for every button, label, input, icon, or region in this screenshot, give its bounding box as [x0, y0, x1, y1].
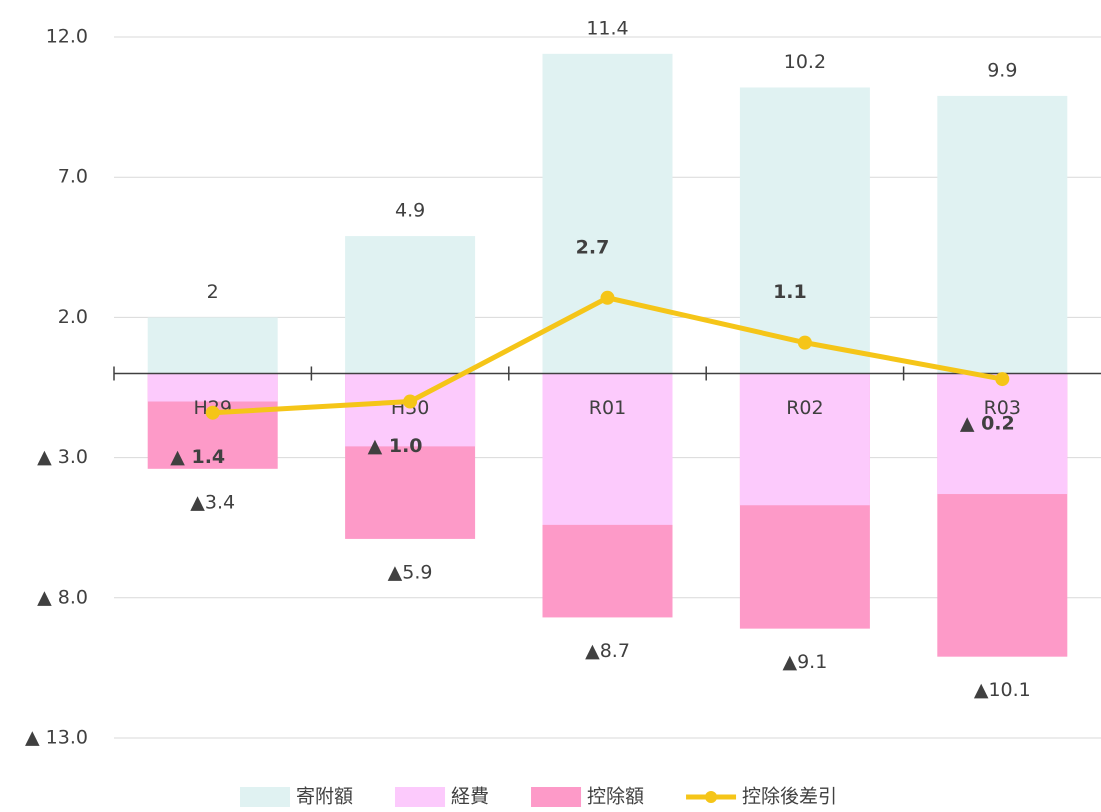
y-tick-label: 2.0	[58, 306, 88, 328]
bar	[937, 95, 1068, 374]
data-label: 2	[207, 281, 219, 303]
data-label: 9.9	[987, 59, 1017, 81]
y-tick-label: ▲ 8.0	[37, 586, 88, 608]
line-point	[205, 405, 220, 420]
data-label: ▲10.1	[974, 679, 1031, 701]
data-label: 10.2	[784, 51, 826, 73]
bar	[542, 373, 673, 525]
y-tick-label: ▲ 3.0	[37, 446, 88, 468]
line-label: ▲ 1.0	[368, 435, 423, 457]
legend-label: 控除後差引	[742, 786, 837, 808]
x-tick-label: R01	[589, 397, 626, 419]
legend-label: 寄附額	[296, 786, 353, 808]
x-tick-label: R03	[984, 397, 1021, 419]
legend-label: 経費	[451, 786, 489, 808]
legend-label: 控除額	[587, 786, 644, 808]
x-tick-label: R02	[786, 397, 823, 419]
bar	[147, 373, 278, 402]
line-point	[797, 335, 812, 350]
line-label: ▲ 0.2	[960, 413, 1015, 435]
data-label: 4.9	[395, 200, 425, 222]
y-tick-label: 12.0	[46, 26, 88, 48]
bar	[345, 373, 476, 447]
line-point	[600, 290, 615, 305]
line-label: 1.1	[773, 281, 807, 303]
y-tick-label: ▲ 13.0	[25, 727, 88, 749]
y-tick-label: 7.0	[58, 166, 88, 188]
line-point	[403, 394, 418, 409]
line-point	[995, 372, 1010, 387]
bar	[937, 373, 1068, 495]
legend-swatch	[531, 787, 582, 807]
bar	[542, 53, 673, 374]
bar	[345, 236, 476, 374]
data-label: ▲3.4	[190, 491, 235, 513]
legend-marker	[705, 791, 718, 803]
bar	[147, 317, 278, 374]
data-label: ▲9.1	[782, 651, 827, 673]
legend-swatch	[395, 787, 446, 807]
bar	[739, 87, 870, 374]
line-label: ▲ 1.4	[170, 446, 225, 468]
data-label: 11.4	[586, 17, 628, 39]
line-label: 2.7	[576, 236, 610, 258]
bar	[739, 373, 870, 506]
data-label: ▲8.7	[585, 640, 630, 662]
data-label: ▲5.9	[388, 561, 433, 583]
legend-swatch	[240, 787, 290, 807]
